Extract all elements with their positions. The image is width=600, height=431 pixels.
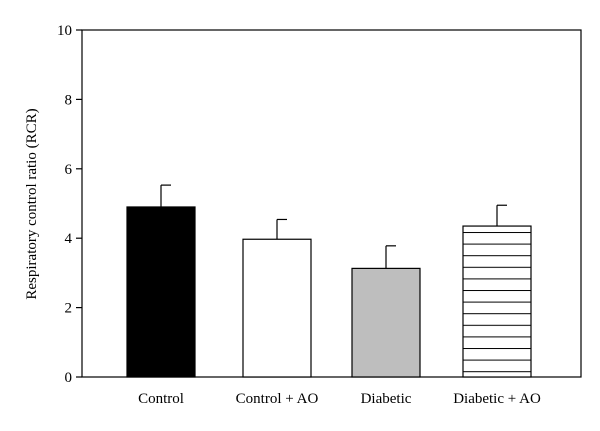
bar-diabetic	[351, 267, 421, 378]
x-category-label: Diabetic + AO	[453, 391, 541, 407]
plot-frame	[81, 29, 582, 378]
y-tick-label: 0	[65, 370, 73, 386]
bar-diabetic-ao	[462, 225, 532, 378]
error-bars	[160, 184, 507, 269]
y-tick-label: 4	[65, 231, 73, 247]
y-tick-label: 8	[65, 92, 73, 108]
x-category-label: Control + AO	[236, 391, 319, 407]
bar-control	[126, 206, 196, 378]
bar-control-ao	[242, 238, 312, 378]
bars	[126, 206, 532, 378]
x-category-label: Control	[138, 391, 184, 407]
y-axis-ticks: 0 2 4 6 8 10	[57, 23, 82, 386]
y-tick-label: 6	[65, 162, 73, 178]
plot-border	[81, 29, 582, 378]
x-axis-category-labels: Control Control + AO Diabetic Diabetic + AO	[138, 391, 541, 407]
y-axis-title: Respiratory control ratio (RCR)	[24, 108, 40, 299]
y-tick-label: 2	[65, 301, 73, 317]
x-category-label: Diabetic	[361, 391, 412, 407]
y-tick-label: 10	[57, 23, 72, 39]
